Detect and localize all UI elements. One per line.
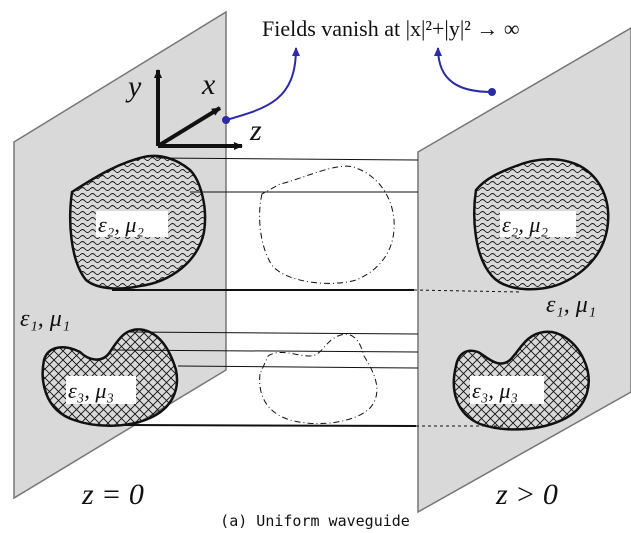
plane-left-label: z = 0 — [81, 478, 144, 511]
label-bg-region2-right — [500, 211, 576, 237]
label-bg-region3-left — [66, 376, 136, 404]
mid-projection-upper — [259, 165, 395, 284]
mid-projection-lower — [259, 333, 378, 425]
figure-caption: (a) Uniform waveguide — [220, 512, 410, 530]
z-axis-label: z — [249, 114, 262, 147]
x-axis — [156, 106, 222, 148]
label-region3-right: ε₃, μ₃ — [472, 378, 518, 403]
blue-arrow-left-dot — [222, 116, 230, 124]
label-background-left: ε₁, μ₁ — [20, 306, 70, 332]
label-region2-right: ε₂, μ₂ — [502, 212, 548, 237]
axes-group: y x z — [125, 68, 262, 150]
label-background-right: ε₁, μ₁ — [546, 292, 596, 318]
plane-right-label: z > 0 — [495, 478, 558, 511]
label-region2-left: ε₂, μ₂ — [98, 212, 144, 237]
blue-arrow-left — [225, 47, 300, 121]
label-bg-region2-left — [96, 211, 168, 237]
label-region3-left: ε₃, μ₃ — [68, 378, 114, 403]
x-axis-label: x — [201, 68, 216, 101]
y-axis-label: y — [125, 70, 142, 103]
blue-arrow-right — [434, 47, 493, 93]
label-bg-region3-right — [470, 376, 544, 404]
blue-arrow-right-dot — [488, 88, 496, 96]
boundary-condition-text: Fields vanish at |x|²+|y|² → ∞ — [262, 16, 520, 41]
